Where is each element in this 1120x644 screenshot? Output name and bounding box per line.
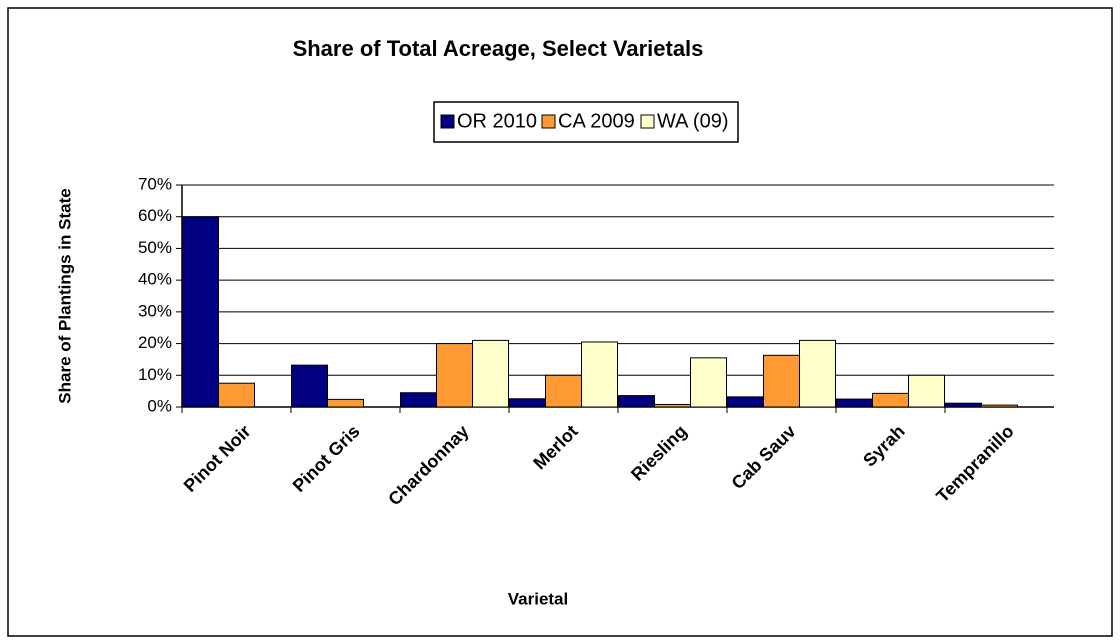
bar (981, 404, 1018, 408)
bar (581, 341, 618, 408)
legend-swatch (640, 114, 655, 129)
bar (908, 374, 945, 408)
y-tick-label: 10% (138, 365, 172, 384)
bar (218, 382, 255, 408)
y-tick-label: 60% (138, 206, 172, 225)
legend-label: CA 2009 (558, 110, 635, 132)
bar (291, 364, 328, 408)
bar (436, 343, 473, 408)
bar (872, 392, 909, 408)
legend-swatch (440, 114, 455, 129)
bar (182, 216, 219, 408)
y-tick-label: 50% (138, 238, 172, 257)
bar (836, 398, 873, 408)
bar (618, 395, 655, 408)
legend-box (433, 101, 739, 143)
y-tick-label: 40% (138, 270, 172, 289)
chart-title: Share of Total Acreage, Select Varietals (293, 36, 704, 61)
bar (727, 396, 764, 408)
legend-label: OR 2010 (457, 110, 537, 132)
bar (327, 398, 364, 408)
legend-label: WA (09) (657, 110, 729, 132)
x-axis-label: Varietal (508, 589, 569, 608)
legend-swatch (541, 114, 556, 129)
y-tick-label: 70% (138, 174, 172, 193)
bar (400, 392, 437, 408)
bar (545, 374, 582, 408)
bar (763, 354, 800, 408)
y-axis-label: Share of Plantings in State (55, 188, 74, 403)
bar (945, 402, 982, 408)
y-tick-label: 0% (147, 396, 172, 415)
bar (472, 339, 509, 408)
bar (690, 357, 727, 408)
y-tick-label: 30% (138, 301, 172, 320)
y-tick-label: 20% (138, 333, 172, 352)
bar (509, 398, 546, 408)
bar (799, 339, 836, 408)
bar (654, 403, 691, 408)
